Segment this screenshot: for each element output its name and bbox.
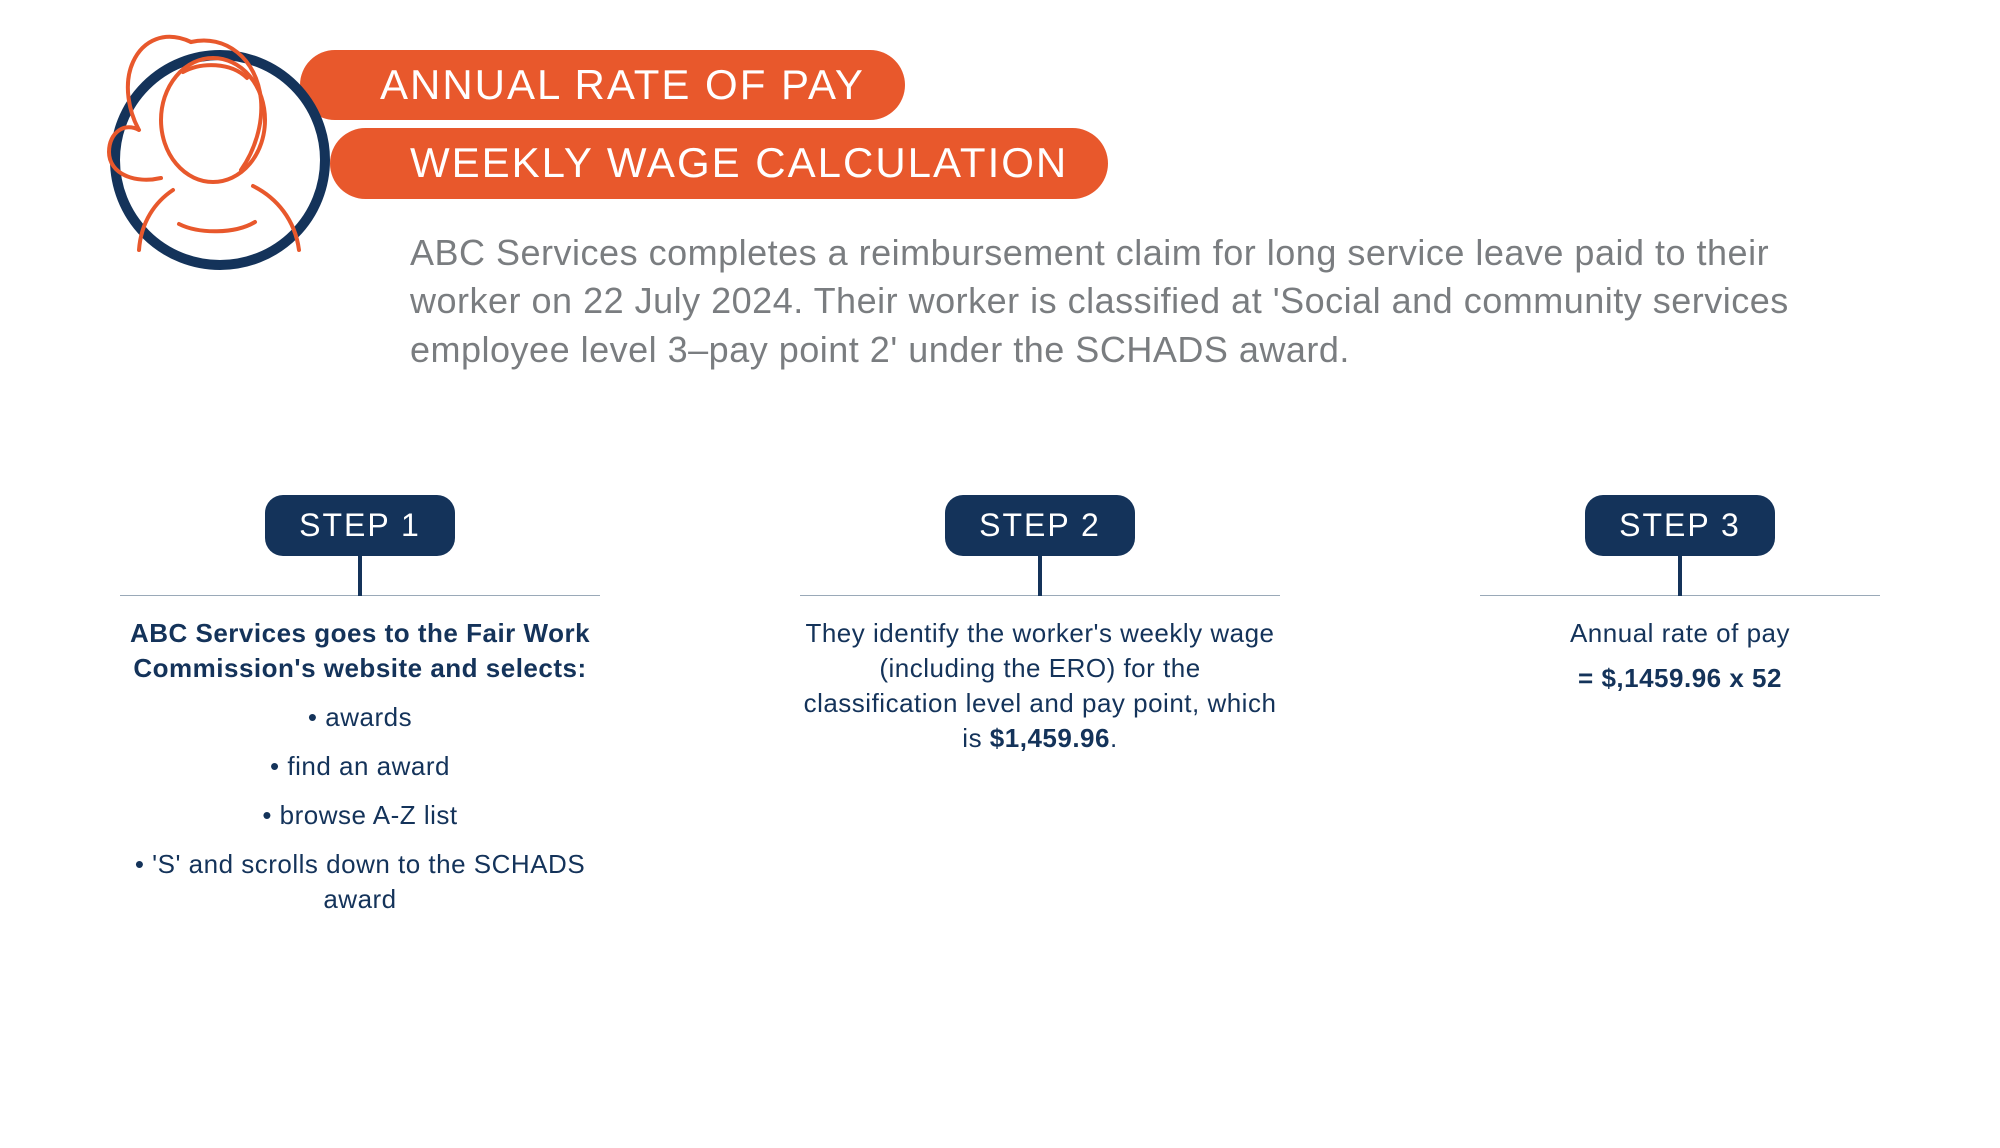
step-1-lead: ABC Services goes to the Fair Work Commi… (120, 616, 600, 686)
list-item: browse A-Z list (120, 798, 600, 833)
step-3-body: Annual rate of pay = $,1459.96 x 52 (1480, 616, 1880, 696)
step-3: STEP 3 Annual rate of pay = $,1459.96 x … (1480, 495, 1880, 918)
intro-paragraph: ABC Services completes a reimbursement c… (410, 229, 1880, 375)
step-1: STEP 1 ABC Services goes to the Fair Wor… (120, 495, 600, 918)
person-outline-icon (95, 12, 335, 272)
step-1-body: ABC Services goes to the Fair Work Commi… (120, 616, 600, 918)
step-1-label: STEP 1 (265, 495, 455, 556)
step-3-line2: = $,1459.96 x 52 (1480, 661, 1880, 696)
step-3-line1: Annual rate of pay (1480, 616, 1880, 651)
step-2: STEP 2 They identify the worker's weekly… (800, 495, 1280, 918)
steps-row: STEP 1 ABC Services goes to the Fair Wor… (0, 495, 2000, 918)
title-annual-rate: ANNUAL RATE OF PAY (300, 50, 905, 120)
step-2-body: They identify the worker's weekly wage (… (800, 616, 1280, 756)
title-weekly-wage: WEEKLY WAGE CALCULATION (330, 128, 1108, 198)
list-item: find an award (120, 749, 600, 784)
step-3-label: STEP 3 (1585, 495, 1775, 556)
list-item: 'S' and scrolls down to the SCHADS award (120, 847, 600, 917)
step-1-bullets: awards find an award browse A-Z list 'S'… (120, 700, 600, 917)
step-2-label: STEP 2 (945, 495, 1135, 556)
avatar (100, 30, 340, 270)
list-item: awards (120, 700, 600, 735)
